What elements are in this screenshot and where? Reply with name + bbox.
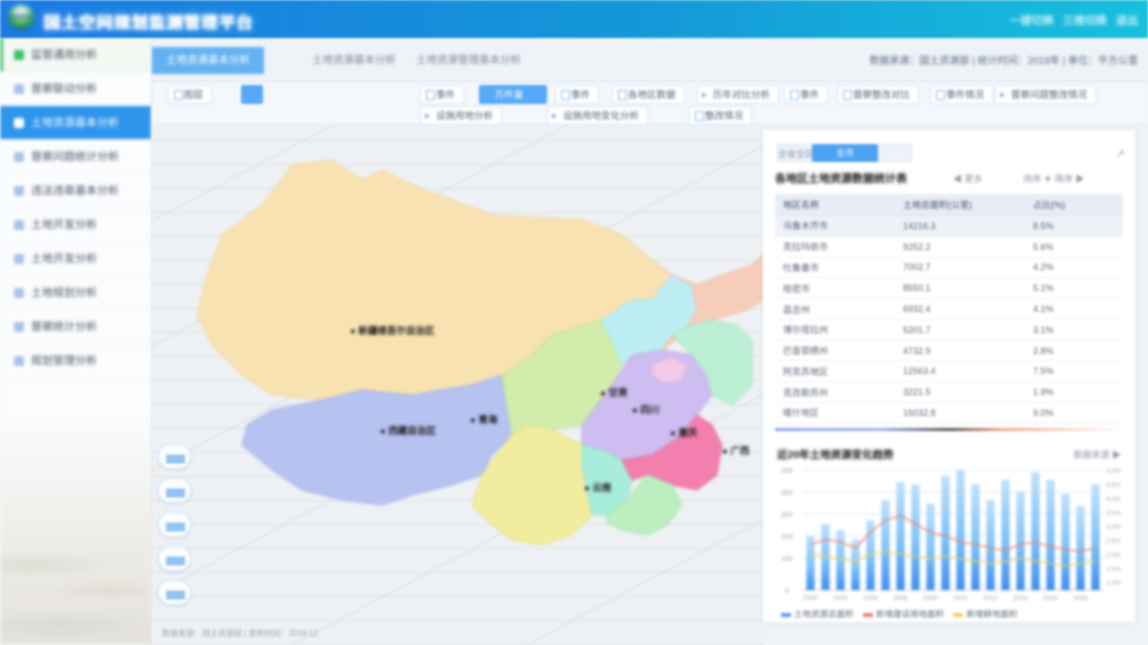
svg-text:2004: 2004 xyxy=(863,595,878,602)
svg-text:5.0%: 5.0% xyxy=(1106,468,1121,475)
svg-text:300: 300 xyxy=(781,512,793,519)
svg-text:2012: 2012 xyxy=(983,595,998,602)
svg-text:200: 200 xyxy=(781,534,793,541)
svg-text:2008: 2008 xyxy=(923,595,938,602)
svg-text:4.5%: 4.5% xyxy=(1106,482,1121,489)
svg-text:3.5%: 3.5% xyxy=(1106,510,1121,517)
svg-text:2000: 2000 xyxy=(803,595,818,602)
svg-text:100: 100 xyxy=(781,556,793,563)
svg-text:2.0%: 2.0% xyxy=(1106,552,1121,559)
svg-text:2010: 2010 xyxy=(953,595,968,602)
svg-text:2016: 2016 xyxy=(1043,595,1058,602)
svg-text:1.0%: 1.0% xyxy=(1106,580,1121,587)
svg-text:2006: 2006 xyxy=(893,595,908,602)
svg-text:2002: 2002 xyxy=(833,595,848,602)
svg-text:1.5%: 1.5% xyxy=(1106,566,1121,573)
svg-text:4.0%: 4.0% xyxy=(1106,496,1121,503)
svg-text:3.0%: 3.0% xyxy=(1106,524,1121,531)
svg-text:2014: 2014 xyxy=(1013,595,1028,602)
svg-text:2018: 2018 xyxy=(1073,595,1088,602)
svg-text:0: 0 xyxy=(785,588,789,595)
svg-text:400: 400 xyxy=(781,490,793,497)
svg-text:2.5%: 2.5% xyxy=(1106,538,1121,545)
svg-text:500: 500 xyxy=(781,468,793,475)
